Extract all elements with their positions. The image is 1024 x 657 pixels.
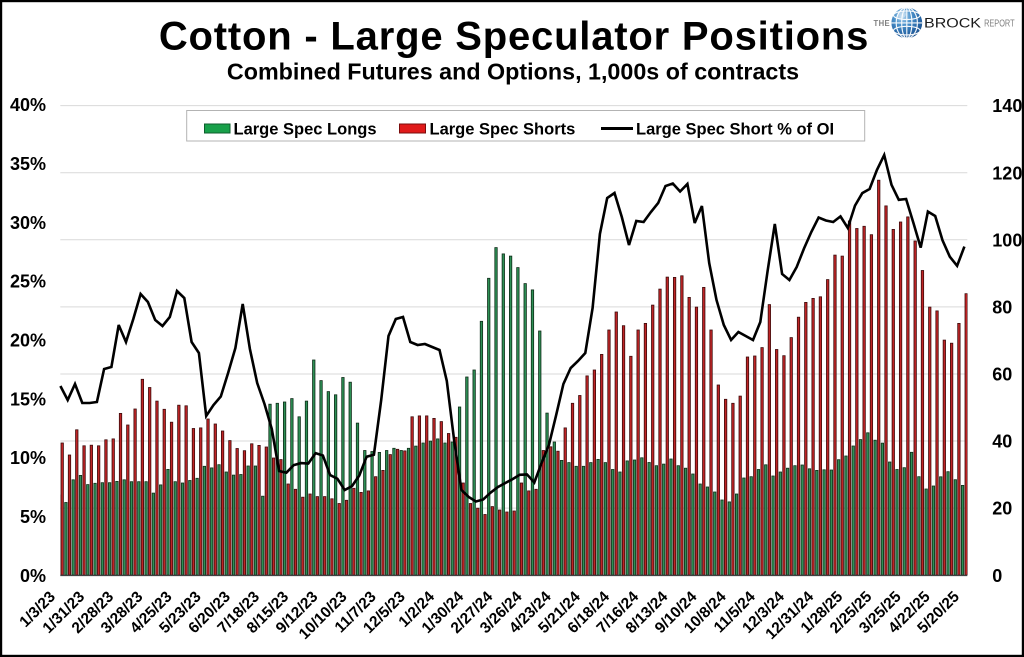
svg-text:Combined Futures and Options,: Combined Futures and Options, 1,000s of … [227, 59, 799, 85]
svg-text:20: 20 [992, 499, 1012, 519]
svg-text:20%: 20% [10, 331, 46, 351]
svg-text:Large Spec Longs: Large Spec Longs [234, 121, 377, 139]
svg-text:10%: 10% [10, 448, 46, 468]
svg-text:Cotton - Large Speculator Posi: Cotton - Large Speculator Positions [159, 15, 869, 59]
svg-text:15%: 15% [10, 389, 46, 409]
svg-text:REPORT: REPORT [984, 18, 1015, 29]
svg-text:60: 60 [992, 365, 1012, 385]
svg-text:BROCK: BROCK [924, 16, 982, 32]
svg-text:THE: THE [874, 19, 891, 28]
svg-text:Large Spec Short % of OI: Large Spec Short % of OI [636, 121, 834, 139]
svg-text:40: 40 [992, 432, 1012, 452]
svg-text:0%: 0% [20, 566, 46, 586]
svg-text:Large Spec Shorts: Large Spec Shorts [430, 121, 576, 139]
svg-text:25%: 25% [10, 272, 46, 292]
svg-text:80: 80 [992, 298, 1012, 318]
svg-text:120: 120 [992, 163, 1022, 183]
svg-text:0: 0 [992, 566, 1002, 586]
svg-text:40%: 40% [10, 95, 46, 115]
svg-text:140: 140 [992, 96, 1022, 116]
svg-text:30%: 30% [10, 213, 46, 233]
svg-text:100: 100 [992, 230, 1022, 250]
svg-text:5%: 5% [20, 507, 46, 527]
svg-text:35%: 35% [10, 154, 46, 174]
